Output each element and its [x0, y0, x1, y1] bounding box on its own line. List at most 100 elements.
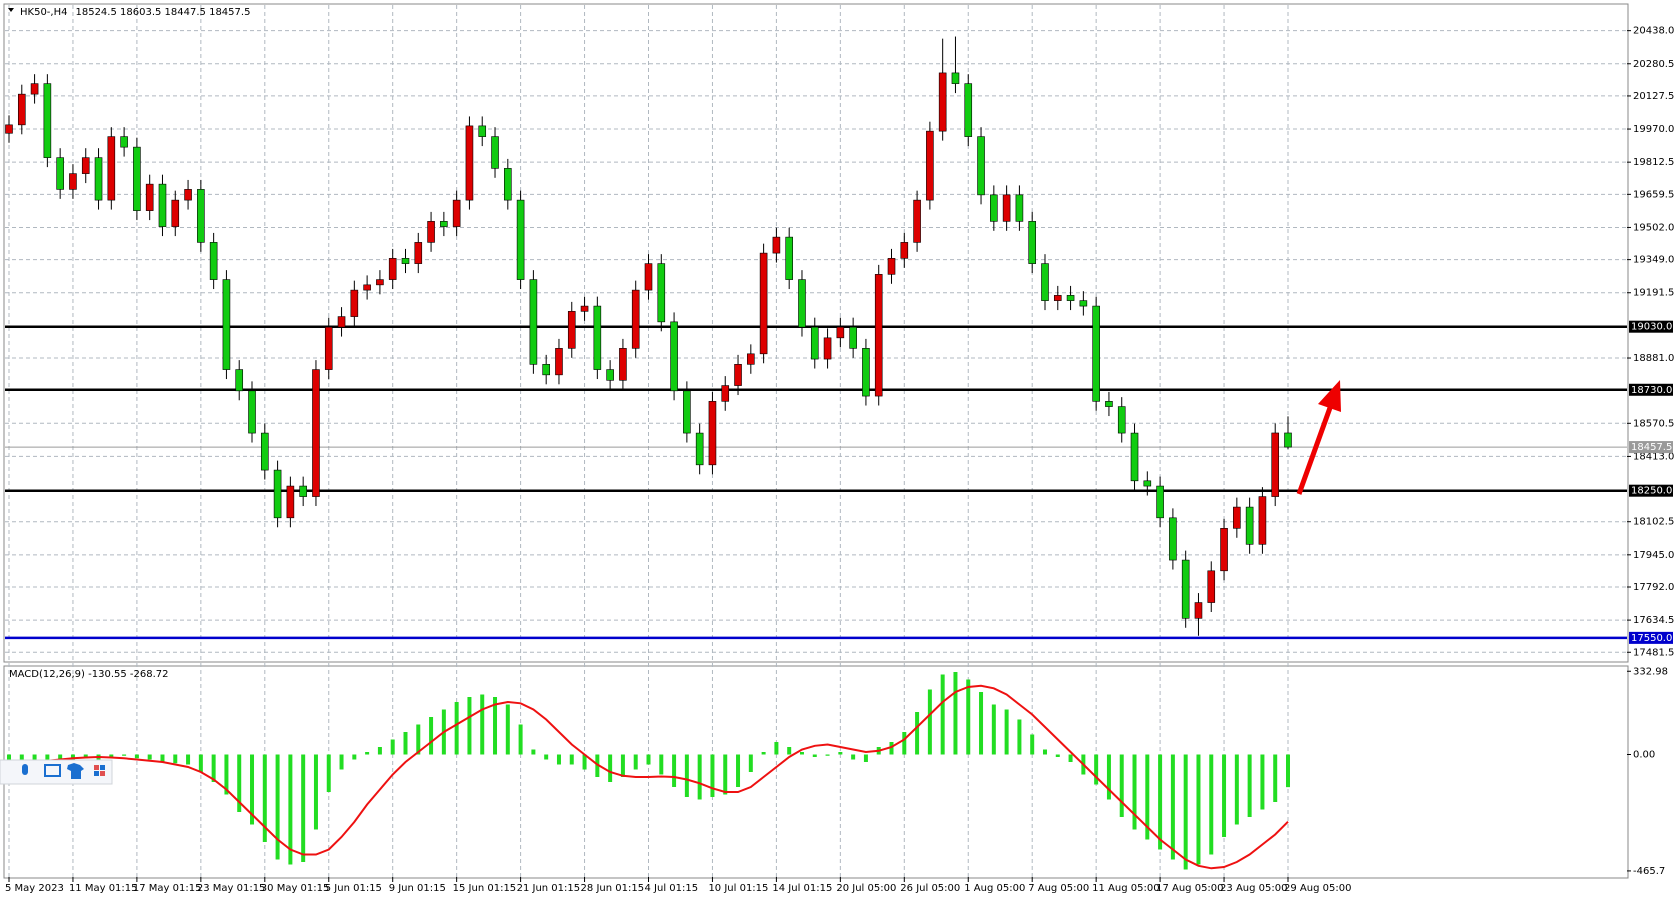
level-label: 18730.0: [1631, 385, 1672, 396]
x-tick-label: 17 May 01:15: [133, 883, 202, 894]
candle-body: [1156, 485, 1164, 519]
ohlc-header: 18524.5 18603.5 18447.5 18457.5: [75, 7, 250, 18]
candle-body: [376, 279, 384, 286]
candle-body: [657, 263, 666, 323]
candle-body: [759, 252, 768, 355]
x-tick-label: 11 Aug 05:00: [1092, 883, 1159, 894]
candle-body: [1105, 401, 1113, 407]
candle-body: [823, 337, 832, 360]
app-icon[interactable]: [100, 765, 105, 770]
y-tick-label: 17634.5: [1633, 615, 1674, 626]
candle-body: [708, 401, 717, 466]
candle-body: [734, 364, 742, 386]
dropdown-icon[interactable]: [8, 8, 14, 12]
candle-body: [798, 279, 806, 328]
level-label-bg: [1629, 441, 1673, 454]
candle-body: [94, 157, 103, 201]
candle-body: [171, 199, 180, 227]
app-icon[interactable]: [100, 771, 105, 776]
candle-body: [785, 236, 793, 280]
candle-body: [478, 125, 487, 137]
candle-body: [670, 321, 678, 392]
mic-icon[interactable]: [22, 764, 28, 775]
level-label-bg: [1629, 320, 1673, 333]
app-icon[interactable]: [94, 765, 99, 770]
candle-body: [1245, 506, 1254, 545]
candle-body: [747, 353, 755, 365]
candle-body: [1079, 300, 1088, 307]
symbol-header: HK50-,H4: [20, 7, 67, 18]
shirt-icon[interactable]: [67, 763, 84, 779]
level-label: 19030.0: [1631, 322, 1672, 333]
candle-body: [491, 136, 499, 169]
level-label: 18457.5: [1631, 442, 1672, 453]
level-label: 17550.0: [1631, 633, 1672, 644]
y-tick-label: 18881.0: [1633, 353, 1674, 364]
candle-body: [977, 136, 985, 196]
candle-body: [1053, 295, 1062, 301]
candle-body: [222, 279, 231, 370]
candle-body: [951, 72, 960, 84]
candle-body: [1015, 194, 1024, 222]
candle-body: [286, 485, 295, 519]
candle-body: [644, 263, 653, 291]
candle-body: [567, 311, 576, 349]
candle-body: [17, 93, 26, 126]
keyboard-icon[interactable]: [44, 764, 61, 777]
candle-body: [874, 274, 883, 397]
x-tick-label: 29 Aug 05:00: [1284, 883, 1351, 894]
x-tick-label: 5 May 2023: [5, 883, 64, 894]
candle-body: [145, 183, 154, 211]
candle-body: [440, 221, 448, 227]
level-label-bg: [1629, 383, 1673, 396]
candle-body: [938, 72, 947, 132]
candle-body: [260, 432, 269, 471]
candle-body: [452, 199, 461, 227]
candle-body: [849, 326, 857, 349]
candle-body: [133, 146, 141, 211]
candle-body: [1066, 295, 1075, 301]
candle-body: [414, 242, 423, 264]
candle-body: [1041, 263, 1049, 301]
y-tick-label: 17945.0: [1633, 550, 1674, 561]
x-tick-label: 10 Jul 01:15: [708, 883, 768, 894]
candle-body: [56, 157, 64, 190]
candle-body: [836, 326, 845, 339]
candle-body: [542, 364, 550, 376]
macd-signal: [8, 684, 1289, 870]
candle-body: [772, 236, 781, 254]
candle-body: [1143, 480, 1152, 487]
macd-panel: [3, 665, 1629, 879]
candle-body: [427, 221, 435, 243]
y-tick-label: 20127.5: [1633, 91, 1674, 102]
x-tick-label: 7 Aug 05:00: [1028, 883, 1089, 894]
candle-body: [324, 326, 333, 370]
candle-body: [555, 348, 563, 376]
toolbar: [0, 759, 113, 785]
x-tick-label: 5 Jun 01:15: [325, 883, 382, 894]
candle-body: [580, 305, 589, 312]
y-tick-label: 19812.5: [1633, 157, 1674, 168]
candle-body: [683, 390, 691, 434]
candle-body: [1169, 517, 1177, 561]
x-tick-label: 4 Jul 01:15: [645, 883, 699, 894]
y-tick-label: 20280.5: [1633, 59, 1674, 70]
candle-body: [299, 485, 307, 497]
candle-body: [81, 157, 90, 174]
x-tick-label: 23 May 01:15: [197, 883, 266, 894]
x-tick-label: 23 Aug 05:00: [1220, 883, 1287, 894]
y-tick-label: -465.7: [1633, 866, 1665, 877]
candle-body: [388, 258, 397, 280]
x-tick-label: 21 Jun 01:15: [517, 883, 581, 894]
candle-body: [1271, 432, 1280, 497]
candle-body: [5, 124, 13, 134]
candle-body: [1233, 506, 1241, 529]
candle-body: [529, 279, 538, 365]
level-label-bg: [1629, 631, 1673, 644]
x-tick-label: 14 Jul 01:15: [772, 883, 832, 894]
app-icon[interactable]: [94, 771, 99, 776]
y-tick-label: 19970.0: [1633, 124, 1674, 135]
candle-body: [1092, 305, 1100, 402]
y-tick-label: 18413.0: [1633, 451, 1674, 462]
